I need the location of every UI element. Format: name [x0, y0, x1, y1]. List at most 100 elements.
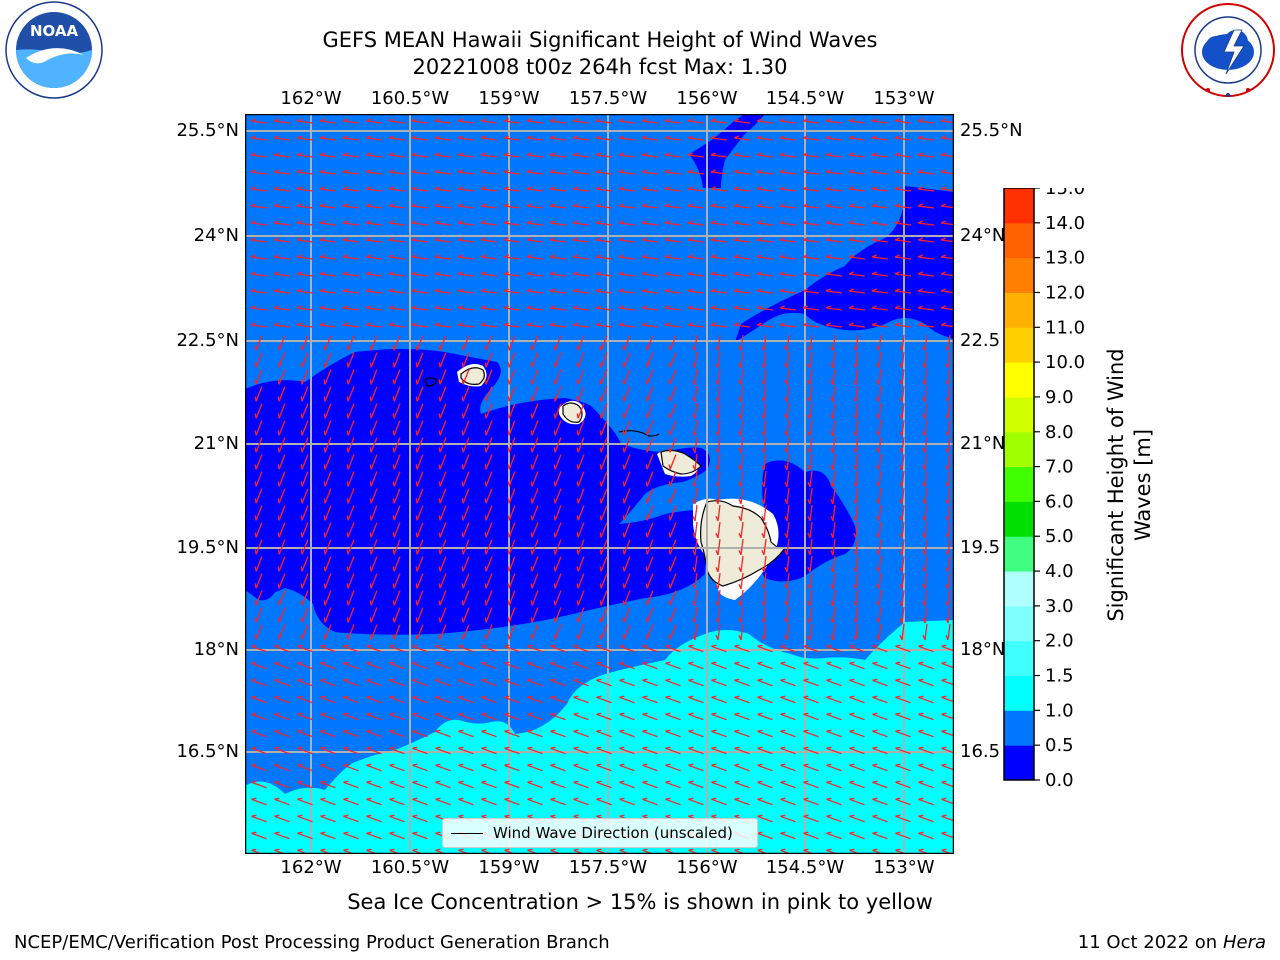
wave-direction-arrow [526, 152, 543, 158]
wave-direction-arrow [415, 420, 424, 436]
wave-direction-arrow [366, 695, 382, 704]
colorbar-tick-label: 9.0 [1045, 387, 1074, 408]
wave-direction-arrow [530, 335, 539, 351]
wave-direction-arrow [807, 505, 813, 522]
wave-direction-arrow [549, 288, 566, 294]
wave-direction-arrow [922, 573, 928, 590]
wave-direction-arrow [251, 814, 267, 823]
wave-direction-arrow [595, 135, 612, 141]
wave-direction-arrow [595, 305, 612, 311]
wave-direction-arrow [480, 254, 497, 260]
wave-direction-arrow [343, 695, 359, 704]
wave-direction-arrow [922, 539, 928, 556]
wave-direction-arrow [756, 271, 773, 277]
wave-direction-arrow [711, 661, 727, 670]
wave-direction-arrow [297, 763, 313, 772]
wave-direction-arrow [319, 288, 336, 294]
colorbar-bin [1004, 188, 1034, 224]
wave-direction-arrow [803, 729, 819, 738]
wave-direction-arrow [710, 169, 727, 175]
lat-tick-left: 16.5°N [176, 741, 239, 762]
wave-direction-arrow [848, 322, 865, 328]
wave-direction-arrow [668, 369, 677, 385]
wave-direction-arrow [599, 454, 608, 470]
wave-direction-arrow [899, 607, 905, 624]
wave-direction-arrow [277, 556, 286, 572]
wave-direction-arrow [876, 352, 882, 369]
wave-direction-arrow [300, 352, 309, 368]
wave-direction-arrow [369, 454, 378, 470]
wave-direction-arrow [366, 780, 382, 789]
wave-direction-arrow [596, 780, 612, 789]
wave-direction-arrow [596, 695, 612, 704]
wave-direction-arrow [507, 352, 516, 368]
colorbar-tick-label: 0.5 [1045, 735, 1074, 756]
lat-tick-left: 25.5°N [176, 120, 239, 141]
wave-direction-arrow [784, 573, 790, 590]
wave-direction-arrow [273, 118, 290, 124]
wave-direction-arrow [434, 135, 451, 141]
wave-direction-arrow [576, 471, 585, 487]
wave-direction-arrow [849, 678, 865, 687]
wave-direction-arrow [641, 203, 658, 209]
wave-direction-arrow [458, 746, 474, 755]
wave-direction-arrow [642, 797, 658, 806]
wave-direction-arrow [576, 352, 585, 368]
wave-direction-arrow [323, 556, 332, 572]
wave-direction-arrow [692, 335, 698, 352]
wave-direction-arrow [530, 437, 539, 453]
wave-direction-arrow [945, 556, 951, 573]
wave-direction-arrow [710, 152, 727, 158]
wave-direction-arrow [530, 488, 539, 504]
wave-direction-arrow [457, 135, 474, 141]
wave-direction-arrow [369, 590, 378, 606]
wave-direction-arrow [503, 152, 520, 158]
wave-direction-arrow [784, 488, 790, 505]
wave-direction-arrow [622, 488, 631, 504]
wave-direction-arrow [365, 135, 382, 141]
wave-direction-arrow [715, 335, 721, 352]
wave-direction-arrow [807, 556, 813, 573]
wave-direction-arrow [553, 488, 562, 504]
lon-tick-bottom: 154.5°W [765, 857, 845, 878]
wave-direction-arrow [572, 135, 589, 141]
wave-direction-arrow [251, 797, 267, 806]
wave-direction-arrow [830, 471, 836, 488]
wave-direction-arrow [458, 661, 474, 670]
wave-direction-arrow [803, 678, 819, 687]
lat-tick-right: 25.5°N [960, 120, 1023, 141]
wave-direction-arrow [917, 305, 934, 311]
wave-direction-arrow [596, 797, 612, 806]
wave-direction-arrow [622, 505, 631, 521]
wave-direction-arrow [922, 522, 928, 539]
wave-direction-arrow [412, 695, 428, 704]
wave-direction-arrow [692, 471, 698, 488]
wave-direction-arrow [899, 386, 905, 403]
wave-direction-arrow [434, 322, 451, 328]
wave-direction-arrow [941, 797, 954, 805]
wave-direction-arrow [641, 186, 658, 192]
wave-direction-arrow [895, 746, 911, 755]
wave-direction-arrow [343, 712, 359, 721]
wave-direction-arrow [715, 471, 721, 488]
low-wave-sliver [245, 564, 275, 601]
wave-direction-arrow [435, 729, 451, 738]
wave-direction-arrow [277, 437, 286, 453]
wave-direction-arrow [849, 746, 865, 755]
wave-direction-arrow [922, 437, 928, 454]
date-line: 11 Oct 2022 on Hera [1078, 932, 1266, 953]
wave-direction-arrow [481, 712, 497, 721]
wave-direction-arrow [761, 556, 767, 573]
wave-direction-arrow [504, 763, 520, 772]
wave-direction-arrow [297, 661, 313, 670]
wave-direction-arrow [346, 505, 355, 521]
wave-direction-arrow [392, 539, 401, 555]
wave-direction-arrow [300, 403, 309, 419]
wave-direction-arrow [369, 369, 378, 385]
wave-direction-arrow [323, 471, 332, 487]
wave-direction-arrow [346, 403, 355, 419]
wave-direction-arrow [480, 135, 497, 141]
wave-direction-arrow [945, 335, 951, 352]
wave-direction-arrow [503, 135, 520, 141]
wave-direction-arrow [715, 505, 721, 522]
